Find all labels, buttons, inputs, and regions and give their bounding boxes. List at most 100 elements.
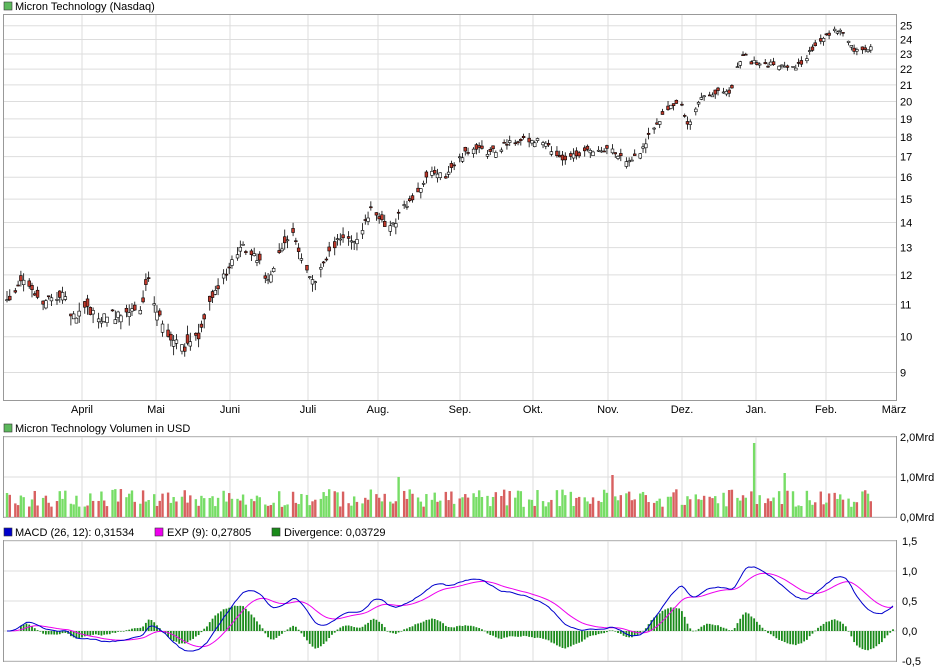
candle-body bbox=[632, 153, 637, 156]
divergence-bar bbox=[650, 620, 653, 631]
divergence-bar bbox=[478, 627, 481, 631]
divergence-bar bbox=[569, 631, 572, 647]
divergence-bar bbox=[336, 629, 339, 631]
volume-bar bbox=[202, 498, 206, 517]
divergence-bar bbox=[886, 631, 889, 636]
macd-tick-label: 0,0 bbox=[902, 626, 917, 638]
candle-body bbox=[799, 60, 804, 65]
candle-body bbox=[807, 50, 812, 52]
divergence-bar bbox=[722, 627, 725, 631]
candle-body bbox=[835, 31, 840, 34]
candle-body bbox=[571, 153, 576, 159]
divergence-bar bbox=[233, 605, 236, 631]
divergence-bar bbox=[236, 605, 239, 631]
candle-body bbox=[713, 89, 717, 95]
candle-body bbox=[444, 176, 448, 179]
candle-body bbox=[749, 61, 754, 65]
price-tick-label: 20 bbox=[900, 96, 912, 108]
volume-bar bbox=[286, 504, 289, 517]
divergence-bar bbox=[33, 628, 36, 631]
candle-body bbox=[438, 172, 442, 178]
month-axis-labels: April Mai Juni Juli Aug. Sep. Okt. Nov. Dez. Jan.… bbox=[71, 404, 906, 416]
divergence-bar bbox=[264, 631, 267, 634]
candle-body bbox=[666, 105, 670, 111]
volume-bar bbox=[166, 492, 170, 517]
volume-bar bbox=[866, 493, 870, 517]
candle-body bbox=[583, 147, 587, 152]
volume-bar bbox=[725, 506, 728, 517]
divergence-bar bbox=[697, 628, 700, 631]
volume-bar bbox=[5, 492, 9, 517]
volume-bar bbox=[627, 491, 631, 517]
divergence-bar bbox=[792, 631, 794, 645]
candle-body bbox=[141, 297, 145, 303]
divergence-bar bbox=[203, 628, 206, 631]
candle-body bbox=[116, 311, 120, 318]
divergence-bar bbox=[228, 607, 231, 631]
macd-axis-ticks: 1,5 1,0 0,5 0,0 -0,5 bbox=[902, 536, 921, 668]
divergence-bar bbox=[247, 611, 250, 631]
volume-bar bbox=[336, 492, 339, 517]
candle-body bbox=[41, 300, 45, 305]
legend-swatch-macd bbox=[3, 527, 13, 537]
candle-body bbox=[546, 143, 551, 146]
volume-tick-label: 1,0Mrd bbox=[900, 472, 934, 484]
divergence-bar bbox=[42, 631, 45, 634]
volume-tick-label: 2,0Mrd bbox=[900, 432, 934, 444]
divergence-bar bbox=[728, 630, 731, 631]
volume-bar bbox=[714, 496, 717, 517]
volume-bar bbox=[161, 493, 164, 517]
macd-legend-label: MACD (26, 12): 0,31534 bbox=[15, 527, 134, 539]
volume-bar bbox=[536, 490, 539, 517]
candle-body bbox=[696, 102, 701, 105]
divergence-bar bbox=[489, 631, 492, 635]
volume-bar bbox=[480, 497, 484, 517]
volume-bar bbox=[575, 497, 578, 517]
candle-body bbox=[627, 160, 631, 163]
divergence-bar bbox=[361, 626, 364, 631]
volume-bar bbox=[366, 499, 370, 517]
candle-body bbox=[555, 150, 559, 157]
divergence-bar bbox=[794, 631, 797, 646]
candle-body bbox=[377, 216, 381, 220]
divergence-bar bbox=[461, 626, 464, 631]
divergence-bar bbox=[392, 631, 394, 634]
divergence-bar bbox=[739, 618, 742, 631]
volume-bar bbox=[808, 500, 811, 517]
candle-body bbox=[827, 32, 831, 36]
candle-body bbox=[238, 246, 243, 252]
divergence-bar bbox=[600, 631, 603, 634]
candle-body bbox=[502, 142, 506, 144]
volume-bar bbox=[791, 491, 795, 517]
divergence-bar bbox=[431, 618, 433, 631]
divergence-bar bbox=[275, 631, 278, 638]
price-tick-label: 14 bbox=[900, 218, 912, 230]
divergence-bar bbox=[144, 622, 147, 631]
candle-body bbox=[16, 284, 20, 287]
candle-body bbox=[588, 150, 592, 154]
divergence-bar bbox=[525, 631, 528, 637]
divergence-bar bbox=[531, 631, 533, 638]
divergence-bar bbox=[417, 623, 419, 631]
divergence-bar bbox=[200, 631, 203, 633]
divergence-bar bbox=[139, 627, 142, 631]
volume-chart-title: Micron Technology Volumen in USD bbox=[15, 423, 190, 435]
divergence-bar bbox=[875, 631, 878, 647]
candle-body bbox=[680, 103, 684, 106]
candle-body bbox=[541, 142, 545, 146]
candle-body bbox=[146, 277, 151, 279]
candle-body bbox=[513, 142, 517, 145]
divergence-bar bbox=[339, 627, 342, 631]
volume-bar bbox=[639, 493, 642, 517]
candle-body bbox=[408, 198, 412, 202]
divergence-bar bbox=[306, 631, 308, 641]
divergence-bar bbox=[283, 631, 286, 632]
exp-line bbox=[7, 572, 894, 648]
volume-bar bbox=[100, 491, 103, 517]
divergence-bar bbox=[678, 608, 681, 631]
volume-bar bbox=[333, 491, 336, 517]
divergence-bar bbox=[467, 625, 469, 631]
divergence-bar bbox=[328, 631, 331, 639]
volume-bar bbox=[16, 505, 20, 517]
volume-bar bbox=[489, 506, 492, 517]
